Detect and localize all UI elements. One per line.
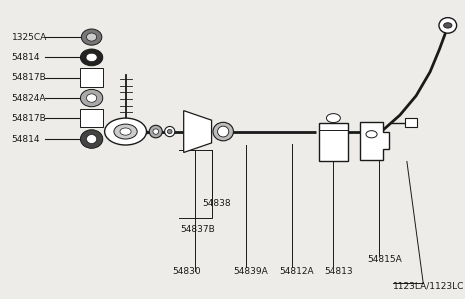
Circle shape: [326, 114, 340, 123]
Ellipse shape: [153, 129, 159, 134]
Text: 1325CA: 1325CA: [12, 33, 47, 42]
Ellipse shape: [86, 33, 97, 41]
Text: 54830: 54830: [172, 267, 201, 276]
Ellipse shape: [218, 126, 229, 137]
Text: 54817B: 54817B: [12, 73, 47, 82]
FancyBboxPatch shape: [319, 123, 348, 161]
FancyBboxPatch shape: [80, 68, 103, 87]
Ellipse shape: [80, 130, 103, 148]
Circle shape: [105, 118, 146, 145]
Circle shape: [120, 128, 131, 135]
Ellipse shape: [439, 18, 457, 33]
Text: 54839A: 54839A: [233, 267, 268, 276]
Polygon shape: [184, 111, 212, 152]
Ellipse shape: [167, 129, 172, 134]
Ellipse shape: [149, 125, 162, 138]
Ellipse shape: [80, 49, 103, 66]
Text: 54837B: 54837B: [180, 225, 215, 234]
Circle shape: [366, 131, 377, 138]
Ellipse shape: [81, 29, 102, 45]
Ellipse shape: [86, 94, 97, 102]
Text: 54838: 54838: [202, 199, 231, 208]
Ellipse shape: [213, 122, 233, 141]
Circle shape: [444, 23, 452, 28]
Ellipse shape: [165, 126, 175, 137]
Text: 54814: 54814: [12, 135, 40, 144]
Ellipse shape: [86, 135, 97, 144]
Ellipse shape: [86, 53, 97, 62]
FancyBboxPatch shape: [80, 109, 103, 127]
FancyBboxPatch shape: [405, 118, 417, 127]
Circle shape: [114, 124, 137, 139]
Text: 54813: 54813: [325, 267, 353, 276]
Text: 54815A: 54815A: [367, 255, 402, 264]
Text: 54812A: 54812A: [279, 267, 313, 276]
Text: 54824A: 54824A: [12, 94, 46, 103]
Text: 1123LA/1123LC: 1123LA/1123LC: [393, 282, 464, 291]
Text: 54817B: 54817B: [12, 114, 47, 123]
Polygon shape: [360, 122, 389, 160]
Text: 54814: 54814: [12, 53, 40, 62]
Ellipse shape: [80, 89, 103, 107]
